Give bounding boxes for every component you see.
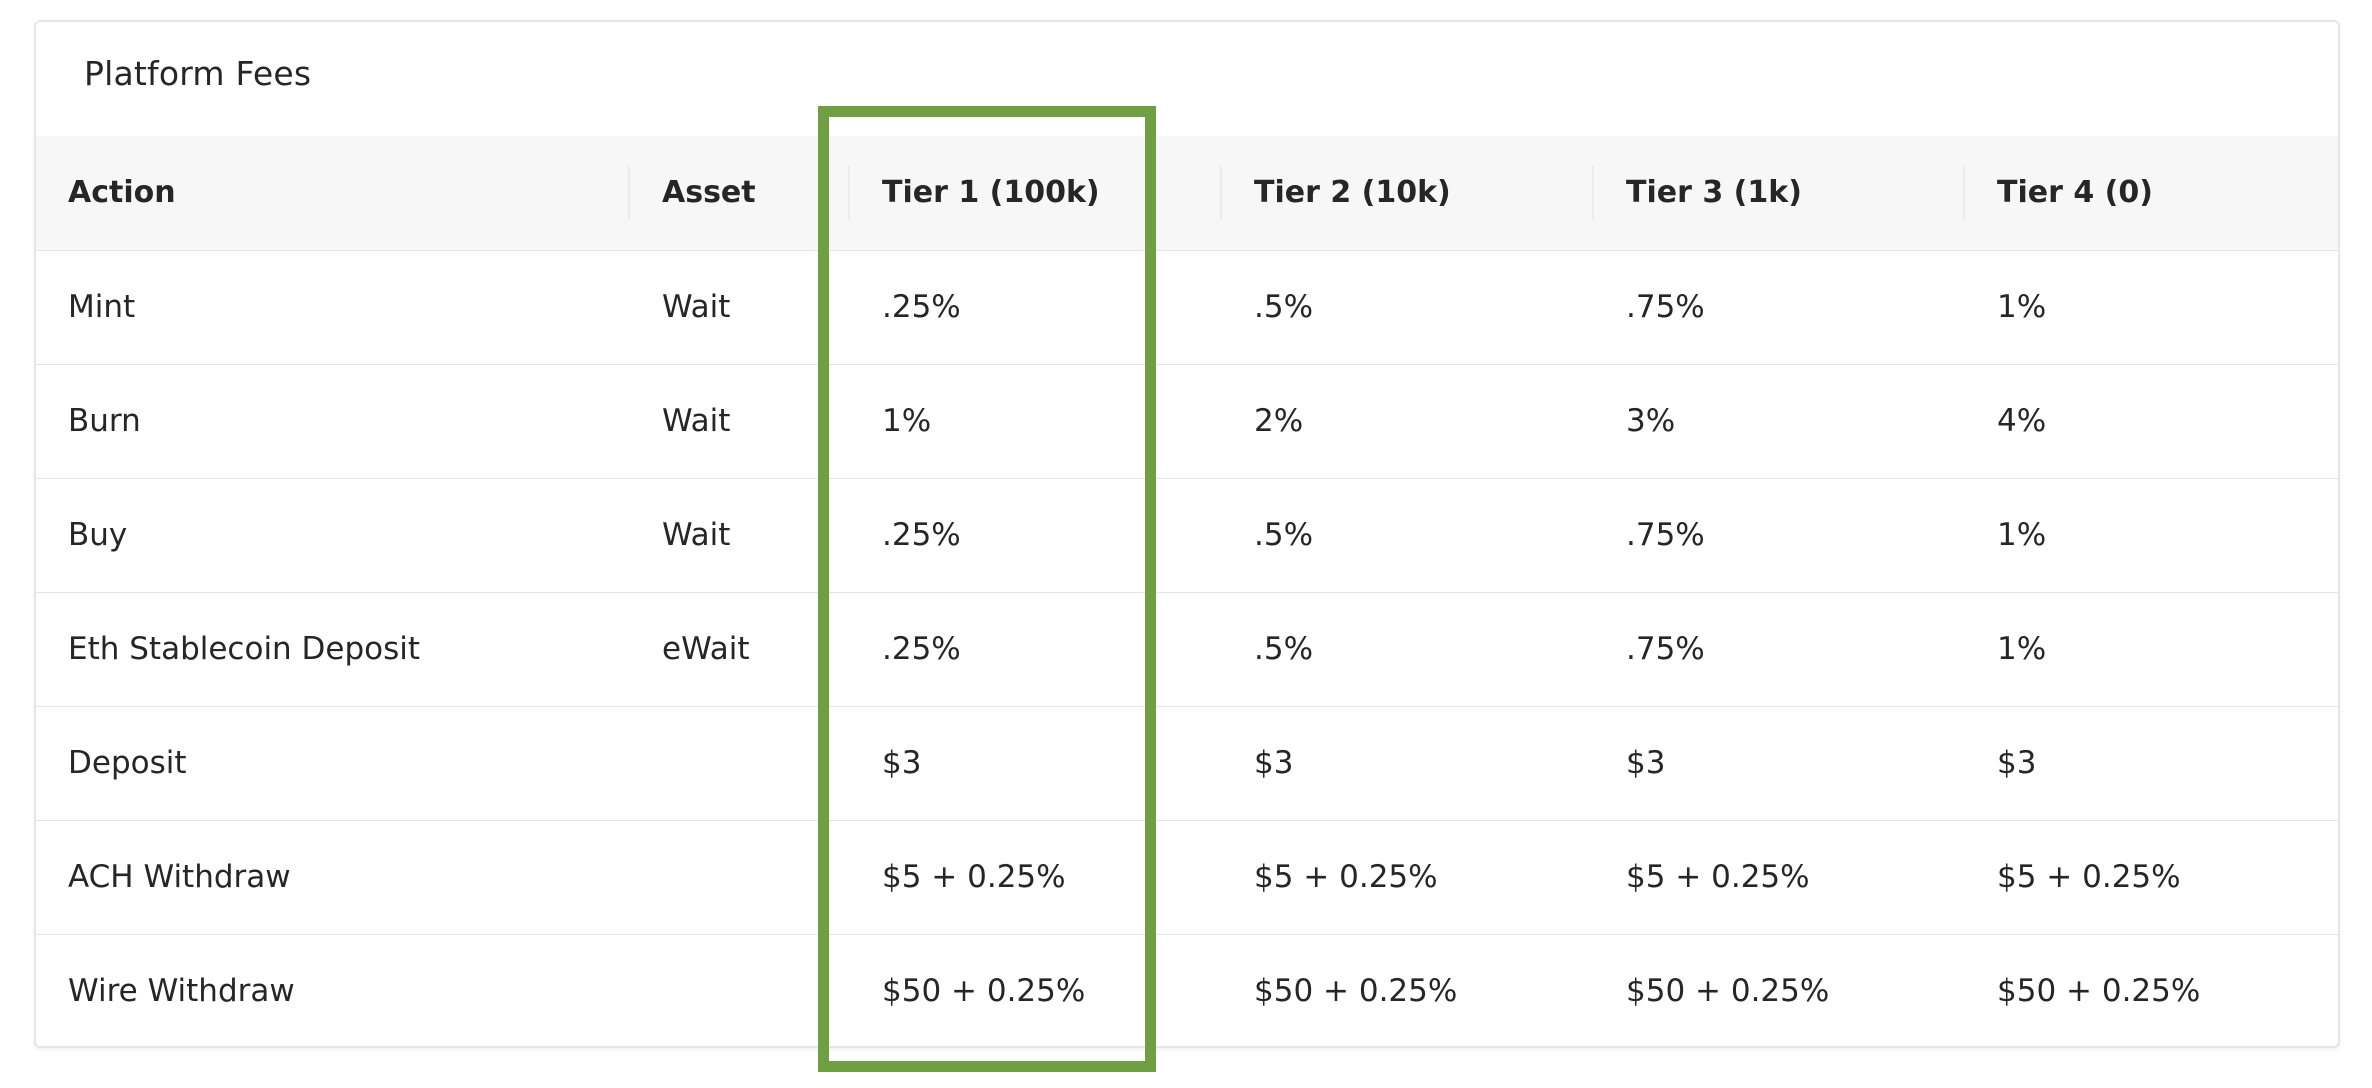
cell-tier2: .5% (1254, 517, 1314, 553)
cell-action: Eth Stablecoin Deposit (68, 631, 421, 667)
header-tier3-label: Tier 3 (1k) (1626, 175, 1802, 211)
table-row: Buy Wait .25% .5% .75% 1% (36, 478, 2338, 592)
cell-action: Wire Withdraw (68, 973, 295, 1010)
cell-tier3: .75% (1626, 517, 1705, 553)
cell-action: Burn (68, 403, 141, 439)
header-tier3[interactable]: Tier 3 (1k) (1594, 136, 1965, 250)
column-separator[interactable] (848, 166, 850, 220)
cell-tier3: 3% (1626, 403, 1676, 439)
header-tier1[interactable]: Tier 1 (100k) (850, 136, 1222, 250)
cell-tier4: 1% (1997, 517, 2047, 553)
cell-tier1: $3 (882, 745, 922, 781)
header-asset[interactable]: Asset (630, 136, 850, 250)
cell-tier4: $5 + 0.25% (1997, 859, 2181, 895)
column-separator[interactable] (1220, 166, 1222, 220)
cell-tier1: .25% (882, 631, 961, 667)
platform-fees-card: Platform Fees Action Asset Tier 1 (100k)… (34, 20, 2340, 1048)
table-row: Mint Wait .25% .5% .75% 1% (36, 250, 2338, 364)
cell-asset: Wait (662, 403, 731, 439)
cell-tier1: 1% (882, 403, 932, 439)
cell-tier1: $50 + 0.25% (882, 973, 1086, 1010)
cell-tier1: .25% (882, 517, 961, 553)
table-row: Deposit $3 $3 $3 $3 (36, 706, 2338, 820)
table-row: Burn Wait 1% 2% 3% 4% (36, 364, 2338, 478)
header-tier4-label: Tier 4 (0) (1997, 175, 2153, 211)
cell-tier3: .75% (1626, 631, 1705, 667)
header-tier4[interactable]: Tier 4 (0) (1965, 136, 2338, 250)
table-row: ACH Withdraw $5 + 0.25% $5 + 0.25% $5 + … (36, 820, 2338, 934)
cell-asset (630, 934, 850, 1048)
cell-asset: Wait (662, 289, 731, 325)
header-tier1-label: Tier 1 (100k) (882, 175, 1100, 211)
column-separator[interactable] (1592, 166, 1594, 220)
cell-tier3: $50 + 0.25% (1626, 973, 1830, 1010)
cell-asset: eWait (662, 631, 750, 667)
header-tier2[interactable]: Tier 2 (10k) (1222, 136, 1594, 250)
cell-tier3: .75% (1626, 289, 1705, 325)
cell-tier4: 1% (1997, 289, 2047, 325)
card-title: Platform Fees (84, 54, 312, 93)
fees-table: Action Asset Tier 1 (100k) Tier 2 (10k) … (36, 136, 2338, 1048)
cell-tier1: $5 + 0.25% (882, 859, 1066, 895)
cell-tier2: .5% (1254, 631, 1314, 667)
column-separator[interactable] (628, 166, 630, 220)
table-row: Eth Stablecoin Deposit eWait .25% .5% .7… (36, 592, 2338, 706)
cell-tier2: $3 (1254, 745, 1294, 781)
header-tier2-label: Tier 2 (10k) (1254, 175, 1451, 211)
cell-action: Buy (68, 517, 128, 553)
cell-tier4: 4% (1997, 403, 2047, 439)
cell-tier2: $50 + 0.25% (1254, 973, 1458, 1010)
header-action-label: Action (68, 175, 176, 211)
cell-asset: Wait (662, 517, 731, 553)
cell-tier4: 1% (1997, 631, 2047, 667)
column-separator[interactable] (1963, 166, 1965, 220)
cell-tier2: 2% (1254, 403, 1304, 439)
table-row: Wire Withdraw $50 + 0.25% $50 + 0.25% $5… (36, 934, 2338, 1048)
cell-tier4: $3 (1997, 745, 2037, 781)
header-action[interactable]: Action (36, 136, 630, 250)
cell-asset (630, 706, 850, 820)
cell-asset (630, 820, 850, 934)
header-asset-label: Asset (662, 175, 756, 211)
cell-action: ACH Withdraw (68, 859, 291, 895)
table-header-row: Action Asset Tier 1 (100k) Tier 2 (10k) … (36, 136, 2338, 250)
cell-tier2: .5% (1254, 289, 1314, 325)
cell-action: Deposit (68, 745, 187, 781)
cell-tier1: .25% (882, 289, 961, 325)
cell-tier2: $5 + 0.25% (1254, 859, 1438, 895)
cell-tier3: $3 (1626, 745, 1666, 781)
cell-tier3: $5 + 0.25% (1626, 859, 1810, 895)
cell-tier4: $50 + 0.25% (1997, 973, 2201, 1010)
cell-action: Mint (68, 289, 136, 325)
